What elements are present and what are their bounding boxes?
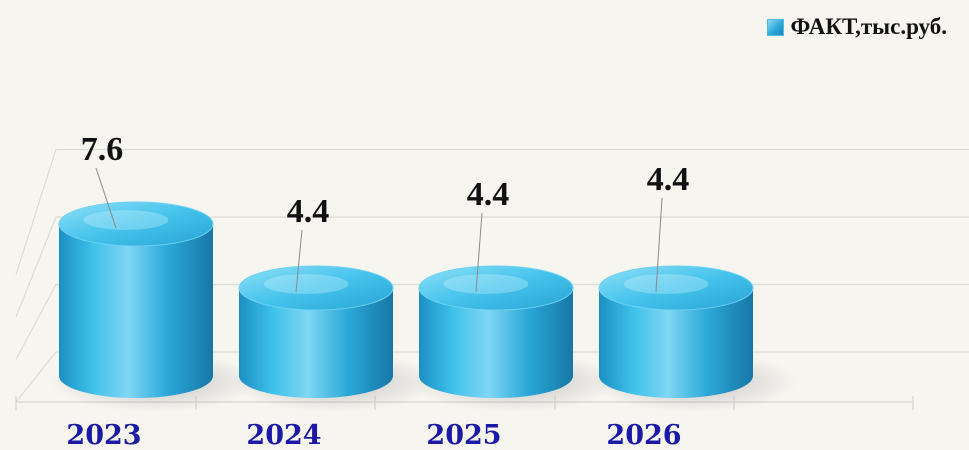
category-label-2024: 2024 xyxy=(246,420,321,450)
bar-2025 xyxy=(411,266,617,412)
data-label-2024: 4.4 xyxy=(287,193,330,230)
bar-2026 xyxy=(591,266,797,412)
bar-2024 xyxy=(231,266,437,412)
category-labels: 2023 2024 2025 2026 xyxy=(66,420,681,450)
data-label-2023: 7.6 xyxy=(81,131,124,168)
bar-2023 xyxy=(51,202,257,412)
data-label-2025: 4.4 xyxy=(467,176,510,213)
bars xyxy=(51,202,797,412)
legend: ФАКТ,тыс.руб. xyxy=(767,14,947,40)
category-label-2025: 2025 xyxy=(426,420,501,450)
data-label-2026: 4.4 xyxy=(647,161,690,198)
legend-label: ФАКТ,тыс.руб. xyxy=(790,14,947,40)
legend-swatch xyxy=(767,19,784,36)
category-label-2023: 2023 xyxy=(66,420,141,450)
category-label-2026: 2026 xyxy=(606,420,681,450)
